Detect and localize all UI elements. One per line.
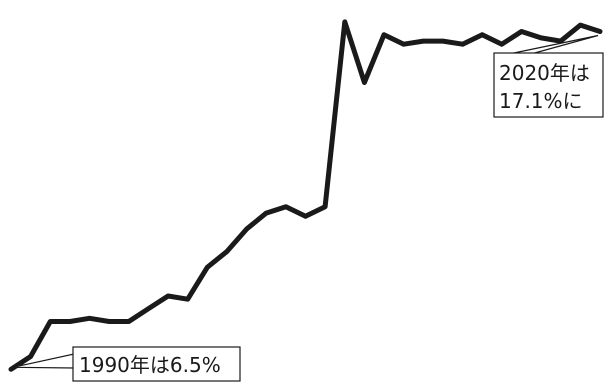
annotation-end: 2020年は 17.1%に bbox=[493, 34, 604, 118]
annotation-start-label: 1990年は6.5% bbox=[79, 353, 221, 377]
series-line bbox=[8, 19, 603, 372]
annotation-start-box bbox=[72, 346, 241, 382]
annotation-end-label-line1: 2020年は bbox=[499, 61, 590, 85]
annotation-end-box bbox=[493, 52, 604, 118]
annotation-start: 1990年は6.5% bbox=[12, 346, 241, 382]
annotation-end-label-line2: 17.1%に bbox=[499, 89, 583, 113]
